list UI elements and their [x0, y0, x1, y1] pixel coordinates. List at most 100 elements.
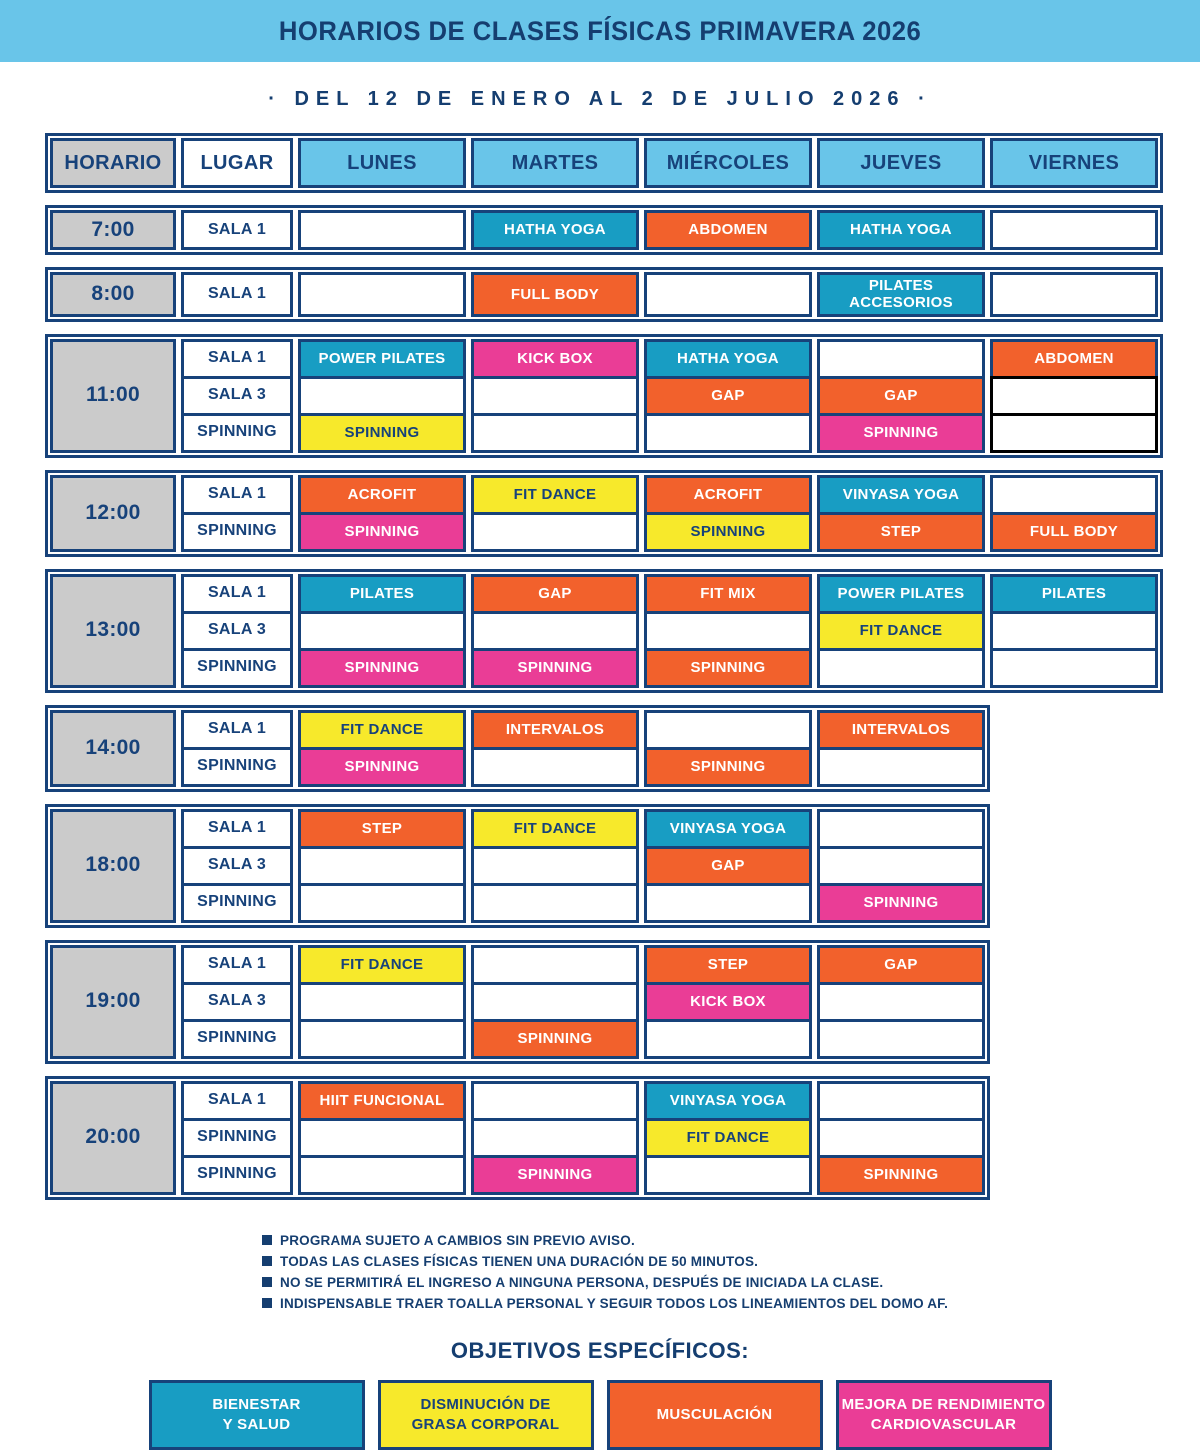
- block-rows: SALA 1 FIT DANCE STEP GAP SALA 3 KICK BOX SPIN…: [181, 944, 985, 1059]
- schedule-row: SPINNING FIT DANCE: [181, 1117, 985, 1158]
- time-block-12-00: 12:00 SALA 1 ACROFIT FIT DANCE ACROFIT VINYAS…: [45, 469, 1163, 557]
- block-rows: SALA 1 PILATES GAP FIT MIX POWER PILATES PILA…: [181, 573, 1158, 688]
- class-cell-hiit-funcional: HIIT FUNCIONAL: [298, 1080, 466, 1121]
- banner: HORARIOS DE CLASES FÍSICAS PRIMAVERA 202…: [0, 0, 1200, 62]
- class-cell-power-pilates: POWER PILATES: [817, 573, 985, 614]
- time-label: 18:00: [50, 808, 176, 923]
- note-text: NO SE PERMITIRÁ EL INGRESO A NINGUNA PER…: [280, 1274, 884, 1290]
- empty-cell: [990, 412, 1158, 453]
- class-cell-gap: GAP: [644, 375, 812, 416]
- empty-cell: [644, 1018, 812, 1059]
- header-cell-miercoles: MIÉRCOLES: [644, 138, 812, 188]
- class-cell-fit-dance: FIT DANCE: [471, 474, 639, 515]
- empty-cell: [990, 610, 1158, 651]
- class-cell-fit-dance: FIT DANCE: [644, 1117, 812, 1158]
- header-cell-lugar: LUGAR: [181, 138, 293, 188]
- class-cell-abdomen: ABDOMEN: [644, 210, 812, 250]
- class-cell-gap: GAP: [644, 845, 812, 886]
- place-cell-spinning: SPINNING: [181, 746, 293, 787]
- header-cell-martes: MARTES: [471, 138, 639, 188]
- date-range: · DEL 12 DE ENERO AL 2 DE JULIO 2026 ·: [268, 88, 932, 110]
- empty-cell: [471, 944, 639, 985]
- empty-cell: [298, 882, 466, 923]
- note-item: TODAS LAS CLASES FÍSICAS TIENEN UNA DURA…: [262, 1251, 1200, 1272]
- empty-cell: [817, 845, 985, 886]
- class-cell-hatha-yoga: HATHA YOGA: [817, 210, 985, 250]
- schedule-row: SPINNING SPINNING: [181, 1018, 985, 1059]
- place-cell-sala-1: SALA 1: [181, 573, 293, 614]
- place-cell-sala-3: SALA 3: [181, 845, 293, 886]
- class-cell-acrofit: ACROFIT: [298, 474, 466, 515]
- place-cell-sala-1: SALA 1: [181, 944, 293, 985]
- empty-cell: [644, 610, 812, 651]
- block-rows: SALA 1 ACROFIT FIT DANCE ACROFIT VINYASA YOG…: [181, 474, 1158, 552]
- empty-cell: [817, 647, 985, 688]
- time-block-20-00: 20:00 SALA 1 HIIT FUNCIONAL VINYASA YOGA SPI…: [45, 1075, 990, 1200]
- place-cell-sala-1: SALA 1: [181, 709, 293, 750]
- schedule-row: SPINNING SPINNING SPINNING SPINNING: [181, 647, 1158, 688]
- empty-cell: [817, 1080, 985, 1121]
- block-rows: SALA 1 FIT DANCE INTERVALOS INTERVALOS SPINN…: [181, 709, 985, 787]
- place-cell-sala-1: SALA 1: [181, 210, 293, 250]
- empty-cell: [298, 981, 466, 1022]
- schedule-row: SALA 1 FULL BODY PILATES ACCESORIOS: [181, 272, 1158, 317]
- schedule-row: SALA 1 ACROFIT FIT DANCE ACROFIT VINYASA YOG…: [181, 474, 1158, 515]
- time-label: 20:00: [50, 1080, 176, 1195]
- time-block-13-00: 13:00 SALA 1 PILATES GAP FIT MIX POWER PILATE…: [45, 568, 1163, 693]
- empty-cell: [644, 882, 812, 923]
- class-cell-vinyasa-yoga: VINYASA YOGA: [644, 808, 812, 849]
- class-cell-pilates: PILATES: [298, 573, 466, 614]
- schedule-row: SPINNING SPINNING SPINNING: [181, 412, 1158, 453]
- bullet-square-icon: [262, 1277, 272, 1287]
- time-label: 13:00: [50, 573, 176, 688]
- schedule-row: SALA 3 FIT DANCE: [181, 610, 1158, 651]
- time-label: 8:00: [50, 272, 176, 317]
- bullet-square-icon: [262, 1235, 272, 1245]
- block-rows: SALA 1 FULL BODY PILATES ACCESORIOS: [181, 272, 1158, 317]
- note-text: TODAS LAS CLASES FÍSICAS TIENEN UNA DURA…: [280, 1253, 759, 1269]
- empty-cell: [298, 845, 466, 886]
- place-cell-sala-1: SALA 1: [181, 808, 293, 849]
- time-label: 11:00: [50, 338, 176, 453]
- class-cell-spinning: SPINNING: [644, 746, 812, 787]
- schedule-blocks: 7:00 SALA 1 HATHA YOGA ABDOMEN HATHA YOGA 8:0…: [45, 205, 1200, 1200]
- place-cell-sala-1: SALA 1: [181, 1080, 293, 1121]
- place-cell-spinning: SPINNING: [181, 1117, 293, 1158]
- note-item: NO SE PERMITIRÁ EL INGRESO A NINGUNA PER…: [262, 1272, 1200, 1293]
- schedule-row: SALA 1 PILATES GAP FIT MIX POWER PILATES PILA…: [181, 573, 1158, 614]
- empty-cell: [298, 1117, 466, 1158]
- place-cell-spinning: SPINNING: [181, 1018, 293, 1059]
- place-cell-spinning: SPINNING: [181, 412, 293, 453]
- place-cell-sala-3: SALA 3: [181, 610, 293, 651]
- schedule-row: SALA 1 FIT DANCE STEP GAP: [181, 944, 985, 985]
- block-rows: SALA 1 HIIT FUNCIONAL VINYASA YOGA SPINNING…: [181, 1080, 985, 1195]
- empty-cell: [471, 981, 639, 1022]
- block-rows: SALA 1 HATHA YOGA ABDOMEN HATHA YOGA: [181, 210, 1158, 250]
- block-rows: SALA 1 POWER PILATES KICK BOX HATHA YOGA ABD…: [181, 338, 1158, 453]
- notes: PROGRAMA SUJETO A CAMBIOS SIN PREVIO AVI…: [262, 1230, 1200, 1314]
- schedule-row: SALA 1 STEP FIT DANCE VINYASA YOGA: [181, 808, 985, 849]
- schedule-row: SALA 1 HATHA YOGA ABDOMEN HATHA YOGA: [181, 210, 1158, 250]
- class-cell-spinning: SPINNING: [644, 511, 812, 552]
- empty-cell: [817, 1018, 985, 1059]
- schedule-row: SALA 1 HIIT FUNCIONAL VINYASA YOGA: [181, 1080, 985, 1121]
- class-cell-kick-box: KICK BOX: [471, 338, 639, 379]
- schedule-table: HORARIO LUGAR LUNES MARTES MIÉRCOLES JUEVES VI…: [45, 133, 1200, 1200]
- class-cell-kick-box: KICK BOX: [644, 981, 812, 1022]
- time-block-8-00: 8:00 SALA 1 FULL BODY PILATES ACCESORIOS: [45, 267, 1163, 322]
- time-label: 12:00: [50, 474, 176, 552]
- class-cell-spinning: SPINNING: [817, 1154, 985, 1195]
- class-cell-spinning: SPINNING: [471, 1154, 639, 1195]
- place-cell-sala-1: SALA 1: [181, 272, 293, 317]
- time-label: 14:00: [50, 709, 176, 787]
- time-block-7-00: 7:00 SALA 1 HATHA YOGA ABDOMEN HATHA YOGA: [45, 205, 1163, 255]
- empty-cell: [644, 709, 812, 750]
- class-cell-spinning: SPINNING: [817, 412, 985, 453]
- schedule-row: SPINNING SPINNING SPINNING STEP FULL BODY: [181, 511, 1158, 552]
- class-cell-gap: GAP: [817, 375, 985, 416]
- empty-cell: [471, 375, 639, 416]
- legend-musculacion: MUSCULACIÓN: [606, 1379, 823, 1450]
- class-cell-spinning: SPINNING: [298, 412, 466, 453]
- time-label: 7:00: [50, 210, 176, 250]
- block-rows: SALA 1 STEP FIT DANCE VINYASA YOGA SALA 3 GAP…: [181, 808, 985, 923]
